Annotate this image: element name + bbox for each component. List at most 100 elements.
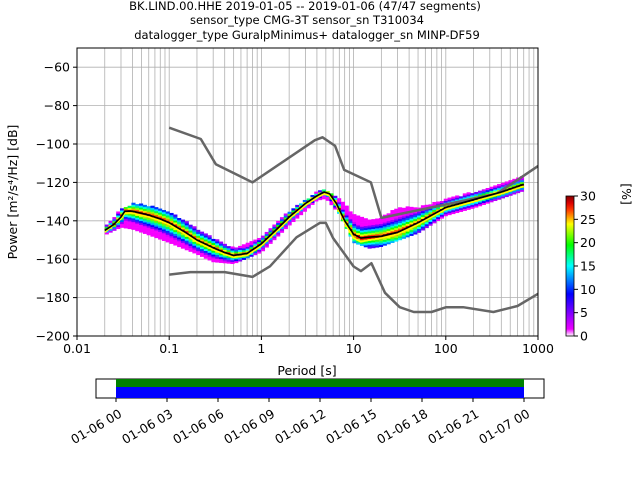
density-cell [359, 236, 365, 239]
density-cell [299, 211, 304, 214]
density-cell [386, 219, 391, 222]
density-cell [146, 223, 151, 226]
density-cell [131, 202, 136, 205]
timeline-tick-label: 01-06 18 [374, 406, 430, 447]
density-cell [512, 178, 517, 182]
density-cell [192, 249, 197, 252]
density-cell [371, 242, 376, 245]
density-cell [165, 215, 170, 218]
colorbar-tick-label: 10 [580, 282, 596, 297]
density-cell [333, 205, 338, 208]
density-cell [131, 221, 136, 225]
density-cell [344, 205, 349, 208]
density-cell [177, 223, 182, 226]
density-cell [154, 228, 159, 231]
density-cell [180, 234, 186, 238]
density-cell [455, 199, 460, 202]
y-tick-label: −180 [36, 290, 70, 305]
density-cell [481, 189, 486, 192]
density-cell [352, 221, 357, 225]
density-cell [401, 226, 406, 230]
density-cell [142, 218, 147, 221]
density-cell [497, 195, 502, 198]
density-cell [272, 228, 277, 231]
density-cell [367, 234, 372, 238]
density-cell [398, 238, 403, 241]
density-cell [458, 198, 464, 201]
density-cell [169, 239, 174, 243]
density-cell [203, 250, 208, 253]
timeline-tick-label: 01-06 21 [425, 406, 481, 447]
density-cell [158, 225, 163, 229]
density-cell [299, 212, 304, 216]
density-cell [196, 233, 201, 236]
density-cell [458, 205, 464, 209]
density-cell [413, 226, 418, 229]
density-cell [474, 191, 479, 195]
density-cell [318, 197, 323, 201]
density-cell [394, 208, 399, 211]
density-cell [470, 202, 475, 205]
density-cell [375, 243, 380, 246]
density-cell [359, 226, 365, 229]
density-cell [356, 217, 361, 220]
density-cell [386, 221, 391, 224]
density-cell [116, 217, 121, 220]
density-cell [279, 226, 285, 229]
density-cell [398, 222, 403, 225]
density-cell [146, 231, 151, 234]
density-cell [119, 217, 125, 221]
density-cell [196, 250, 201, 254]
density-cell [165, 240, 170, 243]
density-cell [439, 212, 445, 215]
density-cell [184, 240, 189, 243]
density-cell [344, 209, 349, 212]
density-cell [489, 198, 494, 201]
density-cell [420, 214, 425, 218]
density-cell [226, 248, 231, 251]
density-cell [264, 233, 269, 237]
density-cell [211, 254, 216, 257]
density-cell [394, 224, 399, 227]
density-cell [158, 235, 163, 238]
density-cell [219, 253, 224, 256]
density-cell [165, 238, 170, 241]
density-cell [401, 207, 406, 210]
density-cell [432, 211, 437, 214]
density-cell [249, 254, 254, 257]
density-cell [192, 233, 197, 237]
density-cell [455, 206, 460, 210]
density-cell [135, 217, 140, 220]
density-cell [481, 198, 486, 202]
density-cell [363, 227, 368, 231]
density-cell [371, 240, 376, 243]
density-cell [264, 243, 269, 246]
density-cell [139, 224, 144, 227]
density-cell [474, 203, 479, 206]
density-cell [257, 247, 262, 250]
density-cell [131, 206, 136, 209]
colorbar-tick-label: 15 [580, 259, 596, 274]
density-cell [398, 224, 403, 227]
density-cell [180, 225, 186, 228]
density-cell [272, 237, 277, 241]
density-cell [177, 239, 182, 242]
density-cell [417, 215, 422, 218]
density-cell [199, 245, 205, 248]
density-cell [363, 241, 368, 244]
density-cell [504, 183, 509, 186]
density-cell [287, 211, 292, 214]
density-cell [378, 225, 384, 228]
density-cell [203, 256, 208, 259]
density-cell [390, 211, 395, 215]
density-cell [352, 216, 357, 219]
density-cell [184, 248, 189, 251]
density-cell [196, 231, 201, 234]
density-cell [382, 220, 387, 223]
density-cell [443, 210, 448, 213]
density-cell [367, 242, 372, 245]
density-cell [142, 210, 147, 213]
density-cell [207, 235, 212, 238]
grid-lines [76, 48, 538, 337]
density-cell [359, 243, 365, 246]
